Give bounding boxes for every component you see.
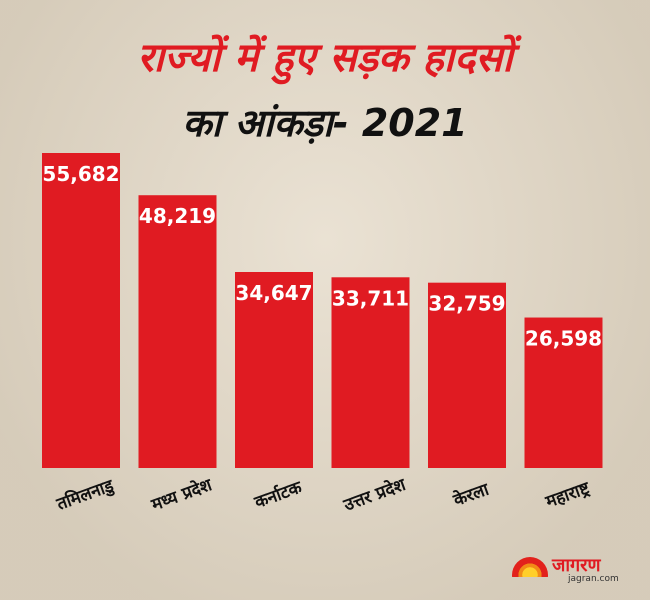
bar-value-label: 32,759 [428, 292, 505, 316]
chart-subtitle: का आंकड़ा- 2021 [182, 101, 468, 145]
bar-1 [42, 153, 120, 468]
bar-value-label: 48,219 [139, 204, 216, 228]
chart-title: राज्यों में हुए सड़क हादसों [137, 35, 513, 81]
jagran-logo: जागरण jagran.com [512, 553, 632, 585]
bar-3 [235, 271, 313, 468]
category-label: कर्नाटक [251, 476, 306, 513]
logo-name: जागरण [552, 555, 601, 576]
bar-value-label: 26,598 [525, 327, 602, 351]
logo-url: jagran.com [568, 574, 619, 584]
bar-value-label: 33,711 [332, 286, 409, 310]
sun-logo-icon [512, 557, 548, 577]
bar-2 [138, 195, 217, 468]
bar-5 [428, 282, 506, 468]
category-label: मध्य प्रदेश [148, 474, 216, 516]
bar-value-label: 55,682 [42, 162, 119, 186]
bar-value-label: 34,647 [235, 281, 312, 305]
bar-4 [331, 277, 410, 468]
category-label: केरला [450, 479, 492, 512]
category-label: महाराष्ट्र [542, 478, 593, 513]
category-label: तमिलनाडु [53, 475, 117, 515]
bar-6 [524, 317, 603, 468]
category-label: उत्तर प्रदेश [340, 473, 410, 516]
